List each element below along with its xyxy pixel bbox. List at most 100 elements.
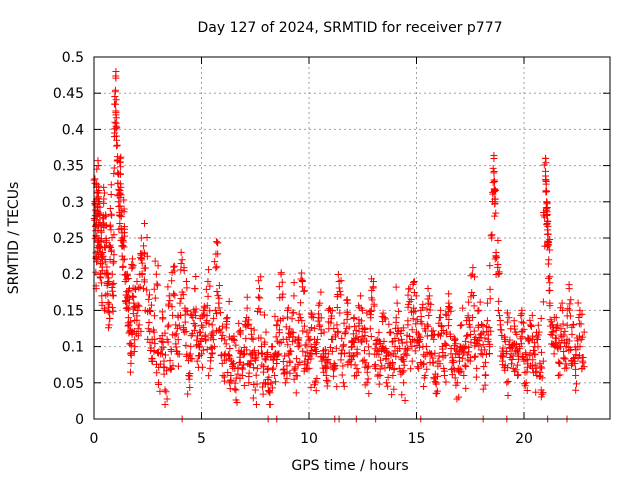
data-point — [335, 284, 343, 292]
data-point — [327, 319, 335, 327]
data-point — [158, 308, 166, 316]
data-point — [388, 391, 396, 399]
data-point — [184, 307, 192, 315]
data-point — [181, 318, 189, 326]
data-point — [561, 355, 569, 363]
data-point — [365, 343, 373, 351]
data-point — [256, 285, 264, 293]
data-point — [143, 286, 151, 294]
data-point — [328, 312, 336, 320]
data-point — [565, 337, 573, 345]
data-point — [175, 322, 183, 330]
data-point — [311, 381, 319, 389]
data-point — [429, 359, 437, 367]
data-point — [514, 372, 522, 380]
data-point — [324, 306, 332, 314]
data-point — [571, 354, 579, 362]
data-point — [120, 255, 128, 263]
data-point — [415, 364, 423, 372]
data-point — [212, 310, 220, 318]
data-point — [150, 285, 158, 293]
data-point — [539, 389, 547, 397]
data-point — [450, 366, 458, 374]
data-point — [102, 237, 110, 245]
data-point — [292, 389, 300, 397]
data-point — [339, 362, 347, 370]
data-point — [95, 193, 103, 201]
data-point — [524, 337, 532, 345]
data-point — [431, 349, 439, 357]
data-point — [352, 326, 360, 334]
data-point — [482, 371, 490, 379]
data-point — [264, 349, 272, 357]
data-point — [174, 336, 182, 344]
data-point — [145, 307, 153, 315]
data-point — [160, 363, 168, 371]
data-point — [95, 211, 103, 219]
data-point — [307, 343, 315, 351]
data-point — [215, 294, 223, 302]
data-point — [357, 317, 365, 325]
data-point — [245, 369, 253, 377]
data-point — [117, 163, 125, 171]
data-point — [251, 386, 259, 394]
data-point — [421, 352, 429, 360]
data-point — [548, 331, 556, 339]
data-point — [328, 347, 336, 355]
data-point — [416, 343, 424, 351]
data-point — [403, 346, 411, 354]
data-point — [223, 314, 231, 322]
data-point — [140, 276, 148, 284]
data-point — [126, 318, 134, 326]
data-point — [475, 306, 483, 314]
data-point — [150, 312, 158, 320]
data-point — [481, 346, 489, 354]
data-point — [496, 317, 504, 325]
data-point — [538, 374, 546, 382]
data-point — [290, 375, 298, 383]
data-point — [470, 302, 478, 310]
data-point — [406, 333, 414, 341]
data-point — [245, 320, 253, 328]
data-point — [161, 329, 169, 337]
data-point — [327, 335, 335, 343]
data-point — [113, 141, 121, 149]
data-point — [278, 293, 286, 301]
data-point — [546, 302, 554, 310]
data-point — [580, 328, 588, 336]
data-point — [531, 351, 539, 359]
data-point — [446, 304, 454, 312]
data-point — [284, 304, 292, 312]
data-point — [106, 255, 114, 263]
data-point — [392, 314, 400, 322]
data-point — [98, 299, 106, 307]
data-point — [410, 304, 418, 312]
data-point — [99, 215, 107, 223]
data-point — [286, 347, 294, 355]
data-point — [115, 185, 123, 193]
data-point — [138, 259, 146, 267]
data-point — [469, 264, 477, 272]
data-point — [375, 328, 383, 336]
data-point — [455, 354, 463, 362]
data-point — [306, 349, 314, 357]
data-point — [349, 352, 357, 360]
data-point — [182, 277, 190, 285]
data-point — [222, 356, 230, 364]
data-point — [397, 329, 405, 337]
data-point — [209, 331, 217, 339]
data-point — [290, 292, 298, 300]
data-point — [281, 352, 289, 360]
data-point — [414, 363, 422, 371]
data-point — [283, 375, 291, 383]
data-point — [300, 322, 308, 330]
data-point — [222, 324, 230, 332]
data-point — [526, 316, 534, 324]
data-point — [520, 319, 528, 327]
data-point — [221, 373, 229, 381]
data-point — [450, 358, 458, 366]
data-point — [494, 263, 502, 271]
data-point — [560, 354, 568, 362]
data-point — [405, 285, 413, 293]
